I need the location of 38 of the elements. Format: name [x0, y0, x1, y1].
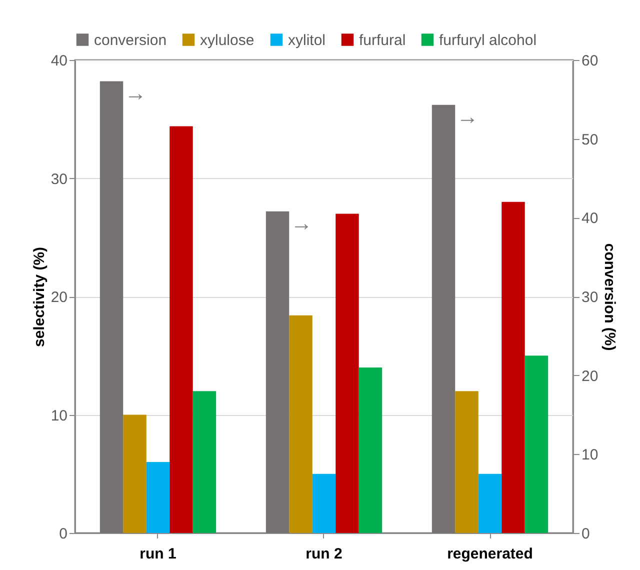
y-tick-label: 40: [50, 52, 68, 70]
bar: [312, 474, 336, 533]
bar: [170, 126, 193, 533]
bar: [146, 462, 170, 533]
y2-tick-label: 30: [582, 289, 598, 306]
bar: [502, 202, 525, 533]
y2-tick-label: 10: [582, 446, 598, 464]
bar: [123, 414, 146, 533]
legend-label: furfuryl alcohol: [439, 32, 537, 49]
bar: [455, 391, 478, 533]
bar: [524, 356, 548, 533]
bar: [478, 474, 502, 533]
legend-label: furfural: [359, 32, 406, 49]
x-tick-label: run 1: [140, 546, 176, 562]
annotation: →: [456, 104, 479, 129]
y2-tick-label: 40: [582, 210, 598, 228]
bar: [358, 367, 382, 533]
bar: [432, 104, 456, 533]
annotation: →: [124, 80, 147, 106]
y2-tick-label: 50: [582, 131, 598, 148]
y2-tick-label: 20: [582, 368, 598, 385]
bar: [336, 214, 359, 533]
x-tick-label: run 2: [306, 546, 342, 562]
y-axis-title: selectivity (%): [30, 246, 48, 348]
annotation: →: [290, 210, 313, 236]
legend-label: conversion: [94, 32, 167, 49]
y2-tick-label: 0: [582, 526, 590, 542]
y-tick-label: 0: [59, 526, 68, 542]
legend-label: xylitol: [288, 32, 326, 49]
legend-label: xylulose: [200, 32, 254, 49]
y2-tick-label: 60: [582, 52, 598, 70]
y-tick-label: 30: [50, 170, 68, 188]
bar: [100, 81, 124, 533]
bar: [192, 391, 216, 533]
y-tick-label: 10: [50, 407, 68, 424]
y2-axis-title: conversion (%): [601, 243, 618, 351]
x-tick-label: regenerated: [447, 546, 533, 562]
y-tick-label: 20: [50, 289, 68, 306]
